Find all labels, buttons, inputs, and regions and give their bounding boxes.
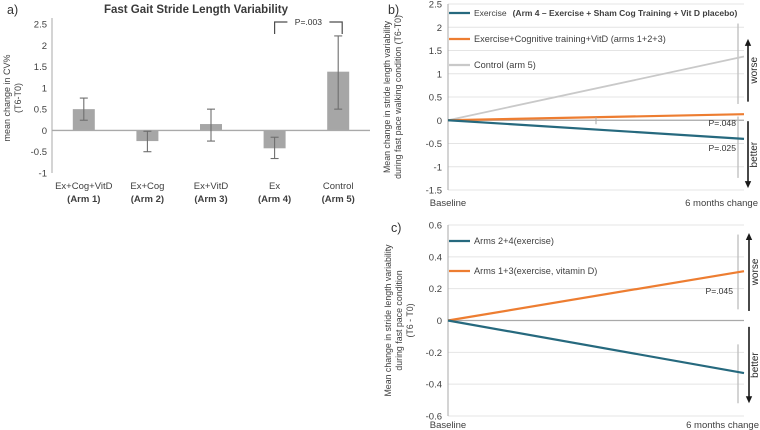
worse-arrowhead (745, 232, 753, 240)
y-tick-label: 2.5 (429, 0, 442, 11)
y-axis-label: during fast pace condition (394, 270, 404, 370)
panel-c-label: c) (391, 221, 402, 235)
panel-b-label: b) (388, 3, 400, 17)
y-tick-label: -0.5 (31, 147, 47, 158)
y-axis-label: during fast pace walking condition (T6-T… (393, 15, 403, 179)
better-arrowhead (745, 396, 753, 404)
y-tick-label: -0.6 (426, 412, 442, 423)
y-tick-label: 0.5 (34, 105, 47, 116)
y-axis-label: (T6 - T0) (405, 303, 415, 337)
y-tick-label: -1 (434, 162, 442, 173)
x-label-baseline: Baseline (430, 198, 466, 209)
panel-a-label: a) (7, 3, 19, 17)
panel-a-bar-chart: Fast Gait Stride Length Variability mean … (2, 4, 370, 205)
y-tick-label: 0 (437, 316, 442, 327)
better-arrowhead (744, 181, 752, 189)
arm-label: (Arm 1) (67, 194, 100, 205)
legend-label: Arms 1+3(exercise, vitamin D) (474, 266, 597, 276)
y-tick-label: 0 (437, 116, 442, 127)
legend-label: Exercise (Arm 4 – Exercise + Sham Cog Tra… (474, 8, 737, 18)
x-label-6months: 6 months change (686, 420, 759, 430)
y-tick-label: -0.5 (426, 139, 442, 150)
worse-label: worse (749, 56, 760, 84)
worse-arrowhead (744, 38, 752, 46)
p-value-label: P=.025 (709, 143, 737, 153)
y-tick-label: 1 (437, 69, 442, 80)
y-tick-label: 2 (437, 23, 442, 34)
y-tick-label: 0.2 (429, 284, 442, 295)
legend-label: Arms 2+4(exercise) (474, 236, 554, 246)
y-axis-label: Mean change in stride length variability (383, 244, 393, 397)
y-tick-label: -1.5 (426, 186, 442, 197)
category-label: Ex+Cog+VitD (55, 181, 113, 192)
panel-b-line-chart: Mean change in stride length variability… (382, 0, 760, 209)
y-tick-label: 0.6 (429, 221, 442, 232)
x-label-baseline: Baseline (430, 420, 466, 430)
panel-c-line-chart: Mean change in stride length variability… (383, 221, 760, 430)
y-tick-label: 1 (42, 83, 47, 94)
arm-label: (Arm 2) (131, 194, 164, 205)
better-label: better (750, 352, 760, 378)
category-label: Ex+Cog (130, 181, 164, 192)
series-line (447, 119, 745, 140)
y-tick-label: 0.5 (429, 93, 442, 104)
category-label: Ex+VitD (194, 181, 229, 192)
category-label: Ex (269, 181, 280, 192)
y-axis-label: mean change in CV% (2, 54, 12, 141)
y-tick-label: 2 (42, 41, 47, 52)
arm-label: (Arm 5) (322, 194, 355, 205)
x-label-6months: 6 months change (685, 198, 758, 209)
series-line (447, 113, 745, 122)
y-axis-label: (T6-T0) (13, 83, 23, 113)
better-label: better (749, 141, 760, 167)
y-tick-label: 0 (42, 126, 47, 137)
significance-bracket (274, 21, 343, 34)
p-value-label: P=.048 (709, 118, 737, 128)
series-line (447, 319, 745, 375)
y-tick-label: 1.5 (34, 62, 47, 73)
series-line (447, 270, 745, 322)
y-tick-label: 2.5 (34, 20, 47, 31)
y-tick-label: -0.4 (426, 380, 442, 391)
p-value-label: P=.045 (706, 286, 734, 296)
y-axis-label: Mean change in stride length variability (382, 20, 392, 173)
series-line (447, 55, 745, 122)
worse-label: worse (750, 258, 760, 286)
legend-label: Control (arm 5) (474, 60, 536, 70)
y-tick-label: 1.5 (429, 46, 442, 57)
y-tick-label: 0.4 (429, 252, 442, 263)
significance-label: P=.003 (295, 17, 322, 27)
arm-label: (Arm 3) (194, 194, 227, 205)
arm-label: (Arm 4) (258, 194, 291, 205)
category-label: Control (323, 181, 354, 192)
y-tick-label: -1 (39, 169, 47, 180)
legend-label: Exercise+Cognitive training+VitD (arms 1… (474, 34, 666, 44)
y-tick-label: -0.2 (426, 348, 442, 359)
chart-a-title: Fast Gait Stride Length Variability (104, 4, 289, 16)
